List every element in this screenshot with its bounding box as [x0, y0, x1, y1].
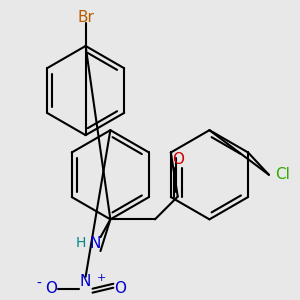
Text: O: O [45, 281, 57, 296]
Text: H: H [76, 236, 86, 250]
Text: O: O [114, 281, 126, 296]
Text: -: - [37, 277, 41, 291]
Text: +: + [97, 273, 106, 283]
Text: Br: Br [77, 10, 94, 25]
Text: N: N [90, 236, 101, 250]
Text: Cl: Cl [275, 167, 290, 182]
Text: O: O [172, 152, 184, 167]
Text: N: N [80, 274, 91, 289]
